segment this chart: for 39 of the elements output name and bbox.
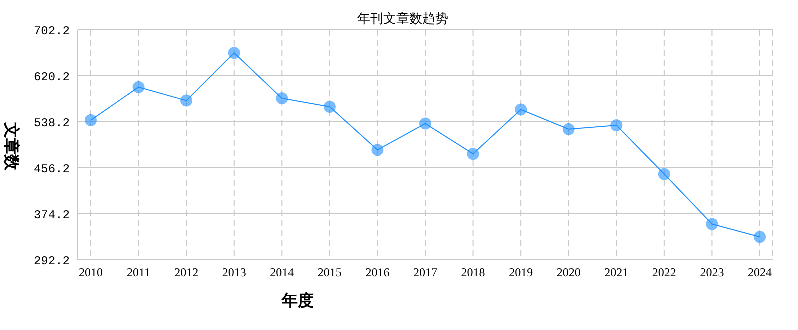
y-tick-label: 538.2	[34, 116, 70, 130]
chart-title: 年刊文章数趋势	[358, 11, 448, 26]
x-tick-label: 2011	[127, 266, 151, 280]
x-tick-label: 2018	[461, 266, 486, 280]
x-tick-label: 2024	[748, 266, 772, 280]
point	[706, 218, 718, 230]
point	[610, 119, 623, 132]
x-tick-label: 2013	[222, 266, 246, 280]
y-tick-label: 456.2	[34, 162, 70, 176]
y-tick-label: 702.2	[34, 24, 70, 38]
point	[324, 100, 336, 113]
point	[658, 168, 670, 180]
point	[276, 92, 288, 105]
x-tick-label: 2019	[509, 266, 534, 280]
point	[515, 104, 528, 116]
x-tick-label: 2015	[318, 266, 342, 280]
point	[228, 47, 240, 60]
point	[180, 94, 193, 107]
x-tick-label: 2010	[79, 266, 103, 280]
x-tick-label: 2014	[270, 266, 294, 280]
point	[467, 148, 480, 160]
x-tick-label: 2020	[556, 266, 581, 280]
point	[372, 144, 384, 156]
x-tick-label: 2021	[604, 266, 629, 280]
point	[85, 114, 97, 126]
x-tick-label: 2012	[174, 266, 199, 280]
x-axis-title: 年度	[280, 291, 315, 312]
x-tick-label: 2017	[414, 266, 438, 280]
y-axis-title: 文章数	[2, 122, 22, 172]
point	[562, 123, 575, 136]
y-tick-label: 292.2	[34, 254, 70, 268]
point	[132, 81, 145, 94]
point	[420, 118, 432, 130]
y-tick-label: 374.2	[34, 208, 70, 222]
x-tick-label: 2016	[366, 266, 390, 280]
y-tick-label: 620.2	[34, 70, 70, 84]
point	[754, 231, 766, 244]
x-tick-label: 2023	[700, 266, 724, 280]
x-tick-label: 2022	[652, 266, 676, 280]
